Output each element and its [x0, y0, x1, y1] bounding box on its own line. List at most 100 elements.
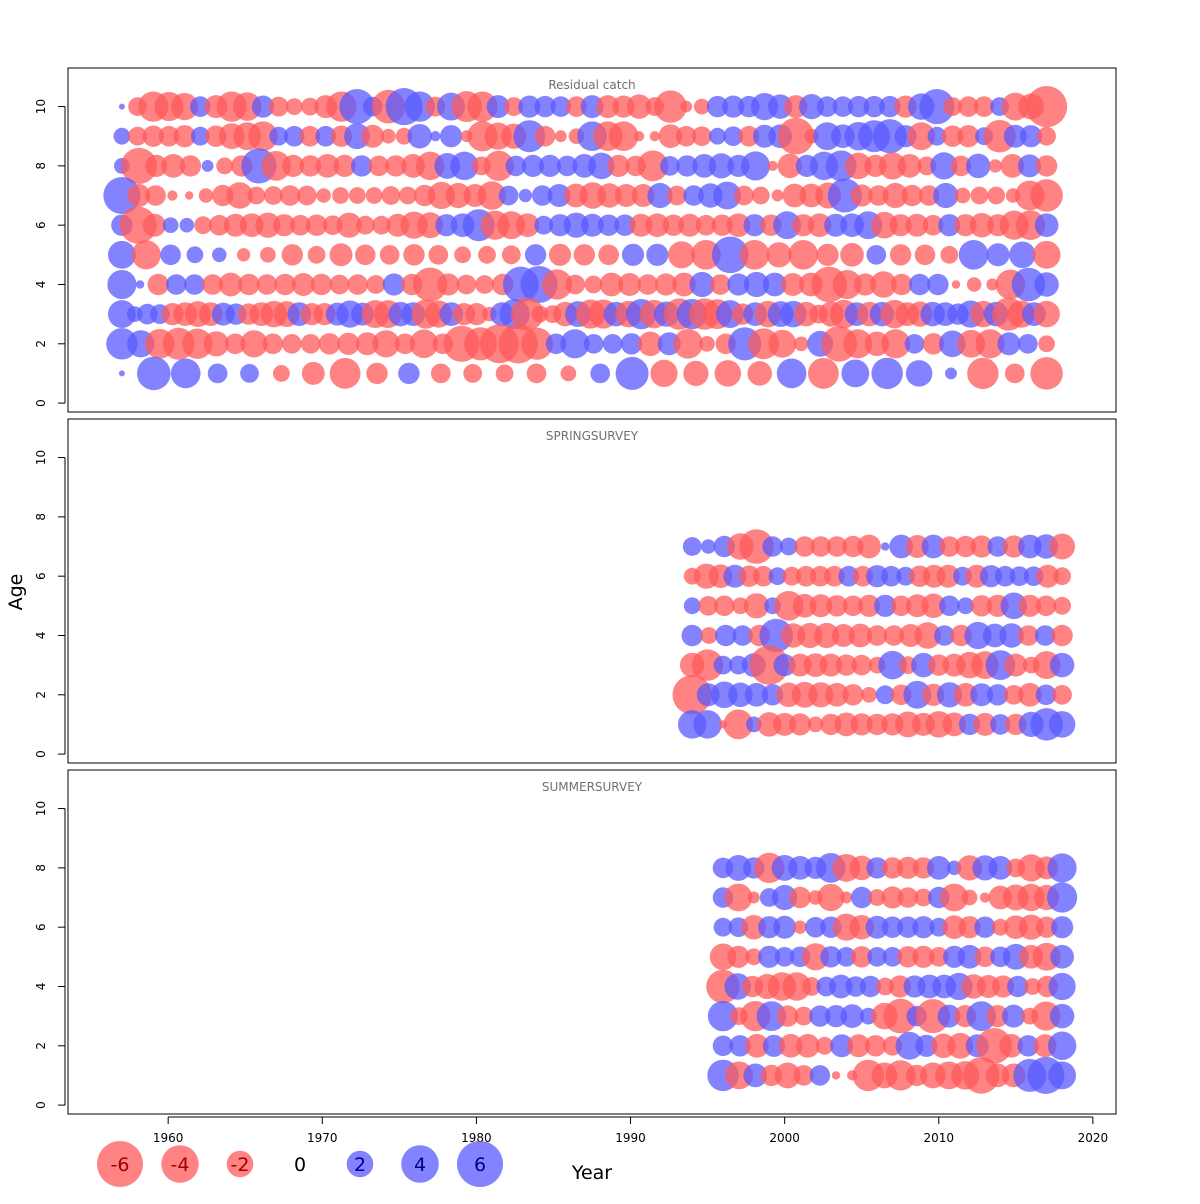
residual-bubble: [162, 217, 179, 234]
residual-bubble: [939, 595, 960, 617]
legend-label: -6: [111, 1154, 130, 1176]
residual-bubble: [809, 1005, 831, 1027]
panel-frame: [67, 418, 1117, 764]
residual-bubble: [398, 362, 420, 385]
residual-bubble: [614, 214, 636, 236]
residual-bubble: [827, 178, 862, 213]
residual-bubble: [774, 946, 795, 967]
residual-bubble: [565, 274, 586, 295]
residual-bubble: [1035, 155, 1058, 177]
y-tick-label: 2: [34, 1042, 48, 1050]
residual-bubble: [918, 185, 940, 206]
residual-bubble: [815, 1036, 834, 1055]
residual-bubble: [768, 567, 787, 586]
residual-bubble: [781, 273, 805, 296]
residual-bubble: [224, 213, 247, 237]
residual-bubble: [701, 539, 716, 554]
residual-bubble: [1018, 594, 1042, 617]
residual-bubble: [560, 365, 577, 382]
residual-bubble: [933, 182, 959, 209]
residual-bubble: [650, 359, 678, 388]
residual-bubble: [927, 126, 947, 146]
residual-bubble: [307, 245, 326, 264]
residual-bubble: [166, 274, 187, 295]
residual-bubble: [881, 886, 904, 909]
residual-bubble: [850, 713, 873, 736]
residual-bubble: [620, 333, 643, 355]
residual-bubble: [820, 946, 842, 968]
residual-bubble: [921, 593, 946, 619]
residual-bubble: [741, 914, 767, 940]
residual-bubble: [216, 157, 234, 175]
panel-frame: [67, 67, 1117, 413]
residual-bubble: [753, 565, 774, 587]
residual-bubble: [970, 186, 989, 205]
residual-bubble: [938, 214, 961, 237]
residual-bubble: [366, 362, 388, 385]
residual-bubble: [897, 946, 919, 968]
panel-frame: [67, 769, 1117, 1115]
residual-bubble: [986, 1004, 1009, 1028]
residual-bubble: [732, 597, 749, 615]
residual-bubble: [142, 125, 165, 147]
panel-title: SUMMERSURVEY: [542, 780, 643, 794]
residual-bubble: [802, 977, 821, 996]
residual-bubble: [994, 565, 1016, 587]
residual-bubble: [676, 155, 698, 177]
residual-bubble: [583, 333, 604, 354]
residual-bubble: [779, 537, 798, 556]
residual-bubble: [355, 332, 379, 356]
residual-bubble: [774, 1062, 801, 1089]
residual-bubble: [713, 917, 733, 937]
residual-bubble: [261, 151, 291, 181]
residual-bubble: [799, 94, 825, 120]
residual-bubble: [863, 95, 885, 118]
residual-bubble: [707, 1000, 739, 1032]
residual-bubble: [532, 185, 553, 206]
y-tick-label: 4: [34, 281, 48, 289]
residual-bubble: [947, 1032, 974, 1059]
residual-bubble: [1018, 625, 1039, 646]
residual-bubble: [706, 95, 729, 118]
residual-bubble: [832, 96, 854, 117]
residual-bubble: [782, 566, 802, 586]
residual-bubble: [236, 248, 251, 262]
residual-bubble: [329, 274, 350, 295]
residual-bubble: [662, 214, 685, 236]
residual-bubble: [398, 186, 417, 205]
residual-bubble: [689, 271, 715, 298]
residual-bubble: [290, 214, 311, 236]
residual-bubble: [777, 153, 803, 179]
residual-bubble: [928, 946, 949, 967]
legend-bubble: [457, 1141, 503, 1187]
panel-title: Residual catch: [548, 78, 635, 92]
residual-bubble: [739, 239, 770, 270]
residual-bubble: [878, 152, 907, 180]
legend-bubble: [161, 1145, 199, 1183]
residual-bubble: [1017, 1035, 1039, 1057]
residual-bubble: [672, 272, 696, 297]
residual-bubble: [680, 100, 693, 113]
x-axis: 1960 1970 1980 1990 2000 2010 2020: [153, 1116, 1108, 1145]
residual-bubble: [974, 916, 996, 938]
residual-bubble: [743, 593, 770, 619]
residual-bubble: [789, 886, 811, 909]
residual-bubble: [127, 184, 151, 207]
residual-bubble: [772, 884, 798, 911]
residual-bubble: [629, 213, 653, 237]
residual-bubble: [939, 330, 966, 358]
residual-bubble: [976, 1027, 1013, 1064]
residual-bubble: [868, 185, 889, 206]
residual-bubble: [637, 150, 669, 182]
residual-bubble: [890, 595, 912, 617]
residual-bubble: [1049, 1003, 1075, 1029]
residual-bubble: [224, 333, 246, 355]
residual-bubble: [465, 302, 488, 326]
residual-bubble: [554, 130, 567, 143]
residual-bubble: [758, 945, 781, 968]
residual-bubble: [842, 535, 864, 558]
residual-bubble: [714, 360, 742, 387]
residual-bubble: [273, 214, 296, 237]
residual-bubble: [1035, 684, 1057, 706]
residual-bubble: [170, 358, 201, 389]
